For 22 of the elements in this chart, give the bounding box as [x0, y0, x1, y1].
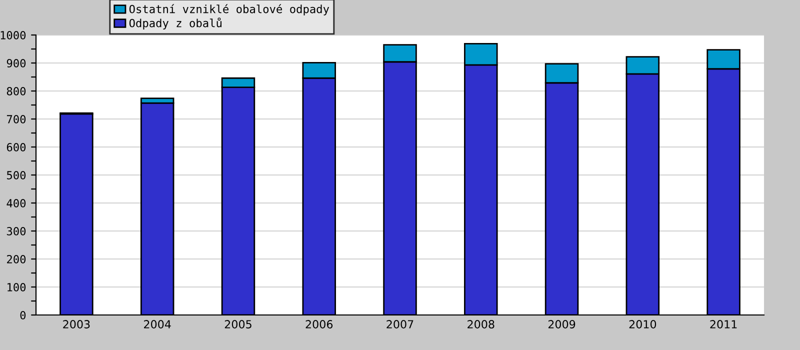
- x-tick-label: 2009: [548, 320, 576, 328]
- y-tick-label: 700: [6, 115, 26, 124]
- y-tick-label: 500: [6, 171, 26, 180]
- y-tick-label: 200: [7, 255, 26, 264]
- legend-label: Odpady z obalů: [129, 18, 222, 30]
- y-tick-label: 0: [20, 311, 26, 320]
- x-tick-label: 2010: [629, 320, 656, 328]
- y-tick-label: 1000: [0, 31, 26, 40]
- y-tick-label: 900: [6, 59, 26, 68]
- x-tick-label: 2007: [386, 320, 414, 328]
- x-tick-label: 2005: [224, 320, 252, 328]
- y-tick-label: 300: [6, 227, 26, 236]
- x-tick-label: 2006: [306, 320, 333, 328]
- y-tick-label: 600: [6, 143, 26, 152]
- x-tick-label: 2003: [63, 320, 90, 328]
- x-tick-label: 2008: [468, 320, 494, 328]
- legend-label: Ostatní vzniklé obalové odpady: [129, 4, 330, 16]
- x-tick-label: 2004: [144, 320, 171, 328]
- y-tick-label: 800: [6, 87, 26, 96]
- y-tick-label: 400: [6, 199, 26, 208]
- y-tick-label: 100: [8, 283, 26, 292]
- x-tick-label: 2011: [710, 320, 737, 328]
